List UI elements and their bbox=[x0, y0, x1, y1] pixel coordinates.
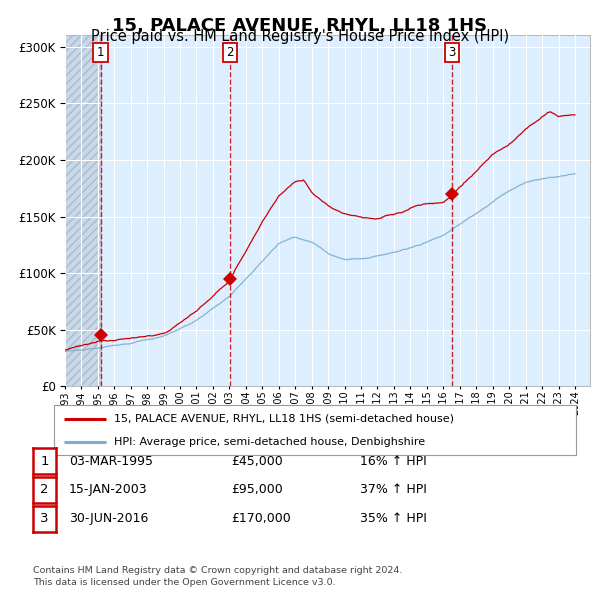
Text: Contains HM Land Registry data © Crown copyright and database right 2024.
This d: Contains HM Land Registry data © Crown c… bbox=[33, 566, 403, 587]
Bar bbox=[65, 35, 101, 386]
Text: 3: 3 bbox=[40, 512, 49, 526]
Text: 03-MAR-1995: 03-MAR-1995 bbox=[69, 454, 153, 468]
Text: 37% ↑ HPI: 37% ↑ HPI bbox=[360, 483, 427, 497]
Text: 16% ↑ HPI: 16% ↑ HPI bbox=[360, 454, 427, 468]
Text: 30-JUN-2016: 30-JUN-2016 bbox=[69, 512, 148, 526]
Text: £170,000: £170,000 bbox=[231, 512, 291, 526]
Text: 3: 3 bbox=[448, 46, 455, 59]
Text: HPI: Average price, semi-detached house, Denbighshire: HPI: Average price, semi-detached house,… bbox=[114, 437, 425, 447]
Text: 2: 2 bbox=[40, 483, 49, 497]
Text: £95,000: £95,000 bbox=[231, 483, 283, 497]
Text: 35% ↑ HPI: 35% ↑ HPI bbox=[360, 512, 427, 526]
Text: Price paid vs. HM Land Registry's House Price Index (HPI): Price paid vs. HM Land Registry's House … bbox=[91, 30, 509, 44]
Text: 15-JAN-2003: 15-JAN-2003 bbox=[69, 483, 148, 497]
Text: 1: 1 bbox=[97, 46, 104, 59]
Text: 15, PALACE AVENUE, RHYL, LL18 1HS (semi-detached house): 15, PALACE AVENUE, RHYL, LL18 1HS (semi-… bbox=[114, 414, 454, 424]
Text: 2: 2 bbox=[226, 46, 234, 59]
Text: £45,000: £45,000 bbox=[231, 454, 283, 468]
Text: 15, PALACE AVENUE, RHYL, LL18 1HS: 15, PALACE AVENUE, RHYL, LL18 1HS bbox=[112, 17, 488, 35]
Text: 1: 1 bbox=[40, 454, 49, 468]
